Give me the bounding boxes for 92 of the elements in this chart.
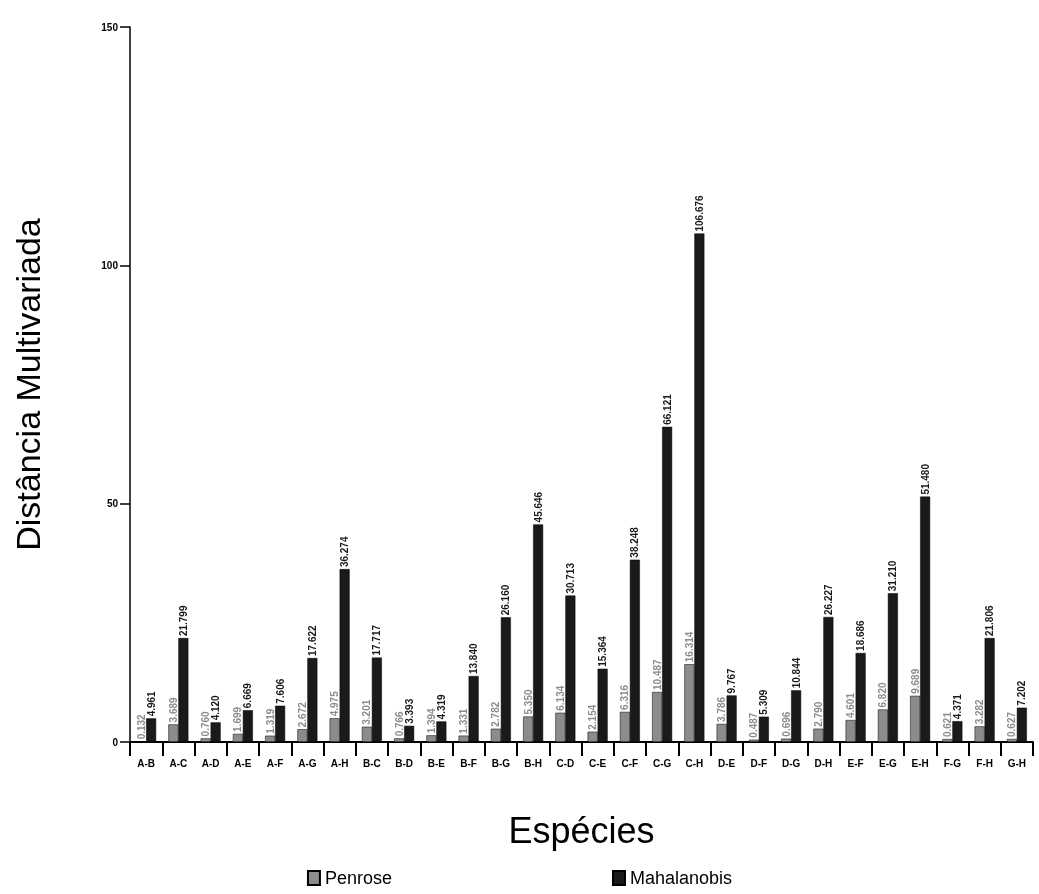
x-tick-label: B-H [524,757,543,769]
x-tick-label: F-G [943,757,962,769]
x-tick-label: A-G [298,757,317,769]
data-label: 6.134 [554,685,566,711]
data-label: 26.160 [500,584,512,616]
data-label: 30.713 [564,562,576,594]
data-label: 3.201 [361,699,373,725]
legend-label: Penrose [324,868,392,888]
data-label: 2.782 [490,701,502,727]
data-label: 106.676 [693,194,705,232]
data-label: 0.760 [200,710,212,737]
x-tick-label: C-G [652,757,672,769]
y-axis-title: Distância Multivariada [9,218,47,551]
data-label: 17.717 [371,624,383,656]
data-label: 9.689 [909,668,921,694]
data-label: 4.120 [210,694,222,721]
x-tick-label: G-H [1007,757,1027,769]
data-label: 45.646 [532,491,544,523]
data-label: 0.487 [748,712,760,738]
data-label: 6.820 [877,682,889,708]
x-tick-label: F-H [976,757,993,769]
x-tick-label: C-D [556,757,575,769]
data-label: 38.248 [629,526,641,558]
data-label: 2.790 [812,701,824,727]
data-label: 4.319 [435,693,447,720]
data-label: 2.154 [587,704,599,730]
data-label: 0.621 [941,711,953,738]
data-label: 4.961 [145,690,157,717]
x-tick-label: A-H [330,757,349,769]
x-tick-label: A-D [201,757,220,769]
y-tick-label: 50 [106,498,119,510]
data-label: 13.840 [468,643,480,675]
data-label: 1.319 [264,708,276,734]
data-label: 36.274 [339,536,351,568]
x-tick-label: A-C [169,757,188,769]
x-tick-label: E-H [911,757,929,769]
data-label: 2.672 [296,701,308,728]
y-tick-label: 150 [101,21,119,33]
legend-label: Mahalanobis [629,868,733,888]
data-label: 0.766 [393,710,405,737]
data-label: 66.121 [661,393,673,425]
data-label: 6.316 [619,684,631,710]
data-label: 21.806 [984,605,996,637]
data-label: 1.331 [458,708,470,734]
x-tick-label: A-F [266,757,284,769]
x-tick-label: B-F [460,757,477,769]
y-tick-label: 0 [112,736,119,748]
data-label: 3.282 [974,698,986,725]
data-label: 16.314 [683,631,695,663]
x-tick-label: E-F [847,757,864,769]
data-label: 3.689 [167,696,179,723]
x-tick-label: B-D [395,757,414,769]
x-tick-label: D-G [781,757,801,769]
data-label: 4.601 [845,692,857,719]
data-label: 1.394 [425,707,437,734]
data-label: 15.364 [597,635,609,667]
data-label: 4.371 [951,693,963,720]
data-label: 26.227 [822,583,834,615]
data-label: 5.309 [758,689,770,715]
x-tick-label: E-G [878,757,897,769]
data-label: 18.686 [855,619,867,651]
data-label: 3.786 [716,696,728,722]
x-tick-label: B-E [427,757,446,769]
data-label: 7.606 [274,678,286,704]
data-label: 21.799 [177,605,189,637]
x-axis-title: Espécies [508,809,655,851]
x-tick-label: D-E [718,757,736,769]
data-label: 10.487 [651,658,663,691]
data-label: 7.202 [1016,680,1028,706]
data-label: 0.696 [780,711,792,737]
data-label: 0.627 [1006,711,1018,738]
data-label: 10.844 [790,657,802,689]
x-tick-label: B-G [491,757,511,769]
x-tick-label: C-H [685,757,704,769]
data-label: 1.699 [232,706,244,732]
data-label: 0.132 [135,713,147,740]
x-tick-label: A-E [234,757,252,769]
data-label: 9.767 [726,667,738,694]
y-tick-label: 100 [101,259,119,271]
x-tick-label: D-H [814,757,833,769]
x-tick-label: C-E [589,757,607,769]
data-label: 4.975 [329,690,341,717]
data-label: 17.622 [306,624,318,656]
data-label: 6.669 [242,682,254,709]
data-label: 31.210 [887,560,899,592]
data-label: 51.480 [919,463,931,495]
data-label: 5.350 [522,689,534,715]
x-tick-label: D-F [750,757,768,769]
x-tick-label: A-B [137,757,156,769]
x-tick-label: C-F [621,757,639,769]
x-tick-label: B-C [362,757,381,769]
data-label: 3.393 [403,698,415,724]
